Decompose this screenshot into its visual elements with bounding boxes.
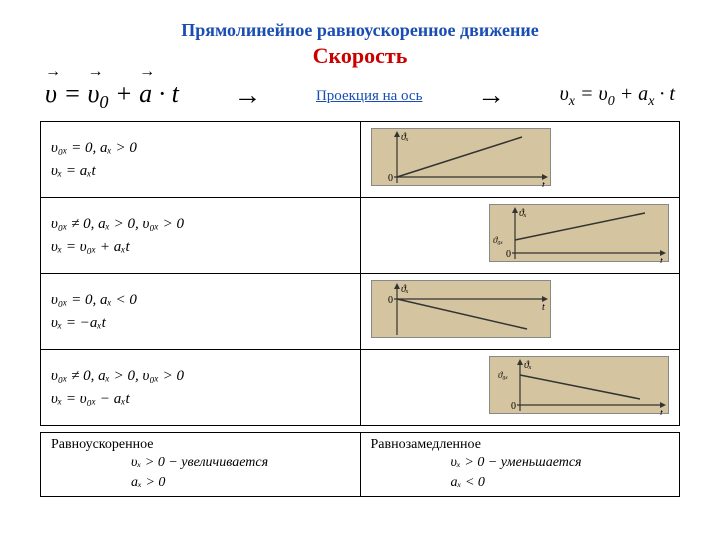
decel-head: Равнозамедленное xyxy=(371,437,670,453)
condition-line: υ₀ₓ ≠ 0, aₓ > 0, υ₀ₓ > 0 xyxy=(51,365,350,388)
arrow-icon: → xyxy=(233,80,261,112)
velocity-graph: ϑₓ 0 t xyxy=(371,280,551,338)
decel-cell: Равнозамедленное υₓ > 0 − уменьшается aₓ… xyxy=(360,433,680,497)
svg-text:0: 0 xyxy=(388,295,393,306)
table-row: υ₀ₓ ≠ 0, aₓ > 0, υ₀ₓ > 0υₓ = υ₀ₓ + aₓt ϑₓ… xyxy=(41,198,680,274)
projection-label: Проекция на ось xyxy=(316,88,422,105)
velocity-graph: ϑₓ 0 t xyxy=(371,128,551,186)
condition-line: υₓ = −aₓt xyxy=(51,312,350,335)
decel-line1: υₓ > 0 − уменьшается xyxy=(451,453,670,473)
graph-cell: ϑₓ ϑ₀ₓ0 t xyxy=(360,198,680,274)
condition-cell: υ₀ₓ ≠ 0, aₓ > 0, υ₀ₓ > 0υₓ = υ₀ₓ + aₓt xyxy=(41,198,361,274)
scalar-formula: υx = υ0 + ax · t xyxy=(560,83,675,110)
svg-text:0: 0 xyxy=(506,249,511,260)
svg-text:ϑₓ: ϑₓ xyxy=(401,132,409,143)
formula-row: υ = υ0 + a · t → Проекция на ось → υx = … xyxy=(40,79,680,113)
svg-text:ϑ₀ₓ: ϑ₀ₓ xyxy=(493,235,504,245)
table-row: υ₀ₓ ≠ 0, aₓ > 0, υ₀ₓ > 0υₓ = υ₀ₓ − aₓt ϑₓ… xyxy=(41,350,680,426)
condition-cell: υ₀ₓ ≠ 0, aₓ > 0, υ₀ₓ > 0υₓ = υ₀ₓ − aₓt xyxy=(41,350,361,426)
condition-line: υ₀ₓ ≠ 0, aₓ > 0, υ₀ₓ > 0 xyxy=(51,213,350,236)
cases-table: υ₀ₓ = 0, aₓ > 0υₓ = aₓtϑₓ0tυ₀ₓ ≠ 0, aₓ >… xyxy=(40,121,680,426)
condition-line: υ₀ₓ = 0, aₓ < 0 xyxy=(51,289,350,312)
summary-table: Равноускоренное υₓ > 0 − увеличивается a… xyxy=(40,432,680,497)
condition-cell: υ₀ₓ = 0, aₓ > 0υₓ = aₓt xyxy=(41,122,361,198)
svg-text:0: 0 xyxy=(511,401,516,412)
accel-head: Равноускоренное xyxy=(51,437,350,453)
svg-text:t: t xyxy=(660,256,663,263)
decel-line2: aₓ < 0 xyxy=(451,473,670,493)
graph-cell: ϑₓ ϑ₀ₓ 0 t xyxy=(360,350,680,426)
condition-line: υ₀ₓ = 0, aₓ > 0 xyxy=(51,137,350,160)
svg-text:ϑₓ: ϑₓ xyxy=(401,284,409,295)
table-row: υ₀ₓ = 0, aₓ < 0υₓ = −aₓt ϑₓ 0 t xyxy=(41,274,680,350)
velocity-graph: ϑₓ ϑ₀ₓ 0 t xyxy=(489,356,669,414)
condition-line: υₓ = υ₀ₓ − aₓt xyxy=(51,388,350,411)
table-row: υ₀ₓ = 0, aₓ > 0υₓ = aₓt ϑₓ 0 t xyxy=(41,122,680,198)
svg-text:ϑₓ: ϑₓ xyxy=(519,208,527,219)
svg-text:ϑ₀ₓ: ϑ₀ₓ xyxy=(498,370,509,380)
condition-line: υₓ = υ₀ₓ + aₓt xyxy=(51,236,350,259)
vector-formula: υ = υ0 + a · t xyxy=(45,79,179,113)
graph-cell: ϑₓ 0 t xyxy=(360,274,680,350)
arrow-icon: → xyxy=(477,80,505,112)
svg-text:t: t xyxy=(542,302,545,313)
velocity-graph: ϑₓ ϑ₀ₓ0 t xyxy=(489,204,669,262)
graph-cell: ϑₓ 0 t xyxy=(360,122,680,198)
accel-cell: Равноускоренное υₓ > 0 − увеличивается a… xyxy=(41,433,361,497)
svg-text:t: t xyxy=(542,180,545,187)
svg-text:ϑₓ: ϑₓ xyxy=(524,360,532,371)
condition-cell: υ₀ₓ = 0, aₓ < 0υₓ = −aₓt xyxy=(41,274,361,350)
svg-text:t: t xyxy=(660,408,663,415)
page-subtitle: Скорость xyxy=(40,43,680,69)
accel-line1: υₓ > 0 − увеличивается xyxy=(131,453,350,473)
accel-line2: aₓ > 0 xyxy=(131,473,350,493)
condition-line: υₓ = aₓt xyxy=(51,160,350,183)
svg-text:0: 0 xyxy=(388,173,393,184)
page-title: Прямолинейное равноускоренное движение xyxy=(40,20,680,41)
